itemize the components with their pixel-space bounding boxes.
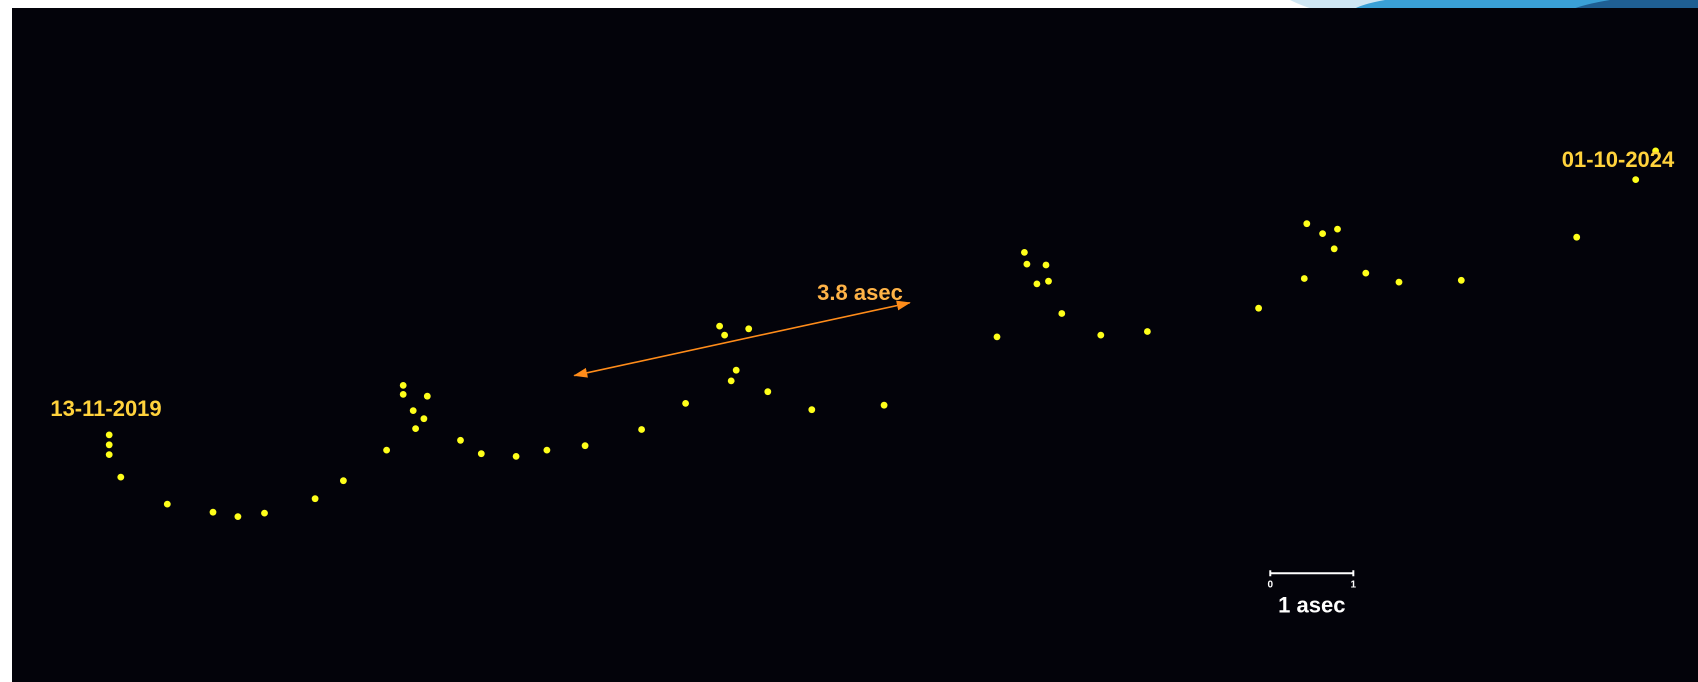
scale-bar-label: 1 asec: [1278, 592, 1345, 617]
data-point: [340, 477, 347, 485]
data-point: [1255, 304, 1262, 312]
data-point: [163, 500, 171, 508]
plot-area: 3.8 asec 13-11-2019 01-10-2024 0 1 1 ase…: [12, 8, 1698, 682]
data-point: [412, 425, 419, 432]
data-point: [732, 366, 740, 374]
data-point: [1362, 269, 1370, 277]
data-point: [105, 441, 113, 449]
data-point: [1042, 261, 1050, 269]
data-point: [209, 508, 217, 516]
data-point: [409, 407, 417, 414]
data-point: [1045, 277, 1052, 285]
data-point: [383, 446, 390, 454]
data-point: [716, 322, 723, 330]
data-point: [1334, 225, 1341, 233]
data-point: [1319, 230, 1326, 238]
data-point: [1058, 310, 1066, 317]
data-point: [234, 513, 242, 520]
data-point: [1652, 147, 1659, 155]
separation-label: 3.8 asec: [817, 280, 903, 305]
data-point: [420, 415, 428, 423]
data-point: [1330, 245, 1338, 253]
data-point: [311, 495, 319, 503]
data-point: [1395, 278, 1403, 286]
data-point: [638, 426, 645, 433]
start-date-label: 13-11-2019: [50, 396, 161, 421]
data-point: [993, 333, 1001, 341]
data-point: [399, 391, 407, 398]
data-point: [721, 331, 728, 339]
data-point: [1300, 275, 1308, 282]
scale-bar-tick-label-start: 0: [1267, 579, 1273, 590]
data-point: [1033, 280, 1041, 288]
data-point: [1023, 260, 1031, 268]
data-point: [477, 450, 485, 458]
data-point: [457, 436, 464, 444]
data-point: [764, 388, 772, 396]
data-point: [399, 382, 407, 389]
end-date-label: 01-10-2024: [1562, 147, 1675, 172]
data-point: [105, 451, 113, 458]
separation-arrow: [573, 300, 911, 378]
data-point: [1021, 249, 1028, 256]
data-point: [117, 473, 125, 481]
data-point: [745, 325, 753, 333]
data-point: [1097, 331, 1105, 339]
data-point: [543, 446, 551, 454]
corner-swoosh-dark: [1570, 0, 1698, 10]
data-point: [1457, 276, 1465, 284]
data-point: [512, 453, 520, 460]
orbit-chart: 3.8 asec 13-11-2019 01-10-2024 0 1 1 ase…: [50, 147, 1675, 617]
data-point: [682, 400, 689, 407]
data-point: [1303, 220, 1311, 228]
data-point: [261, 509, 268, 517]
scale-bar: 0 1 1 asec: [1267, 570, 1357, 617]
scale-bar-tick-label-end: 1: [1351, 579, 1357, 590]
data-points: [105, 147, 1659, 520]
data-point: [581, 442, 589, 450]
data-point: [808, 406, 816, 414]
data-point: [1144, 328, 1151, 335]
data-point: [105, 431, 113, 439]
data-point: [423, 392, 431, 400]
data-point: [1573, 233, 1581, 241]
data-point: [727, 377, 735, 385]
data-point: [880, 401, 888, 409]
data-point: [1632, 176, 1640, 184]
